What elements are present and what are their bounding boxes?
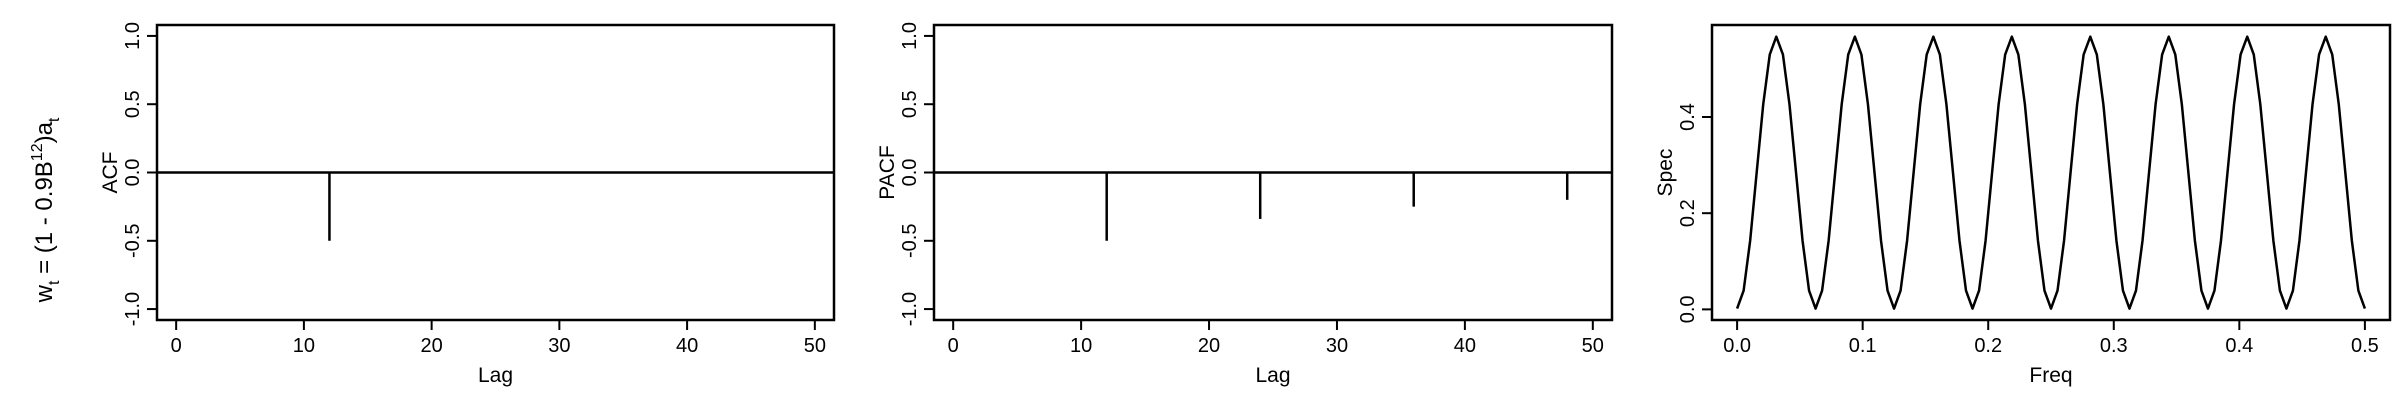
c2-x-axis: 0 10 20 30 40 50 <box>948 319 1604 357</box>
c1-x-tick-label: 0 <box>171 335 182 357</box>
c3-x-tick-label: 0.5 <box>2351 335 2379 357</box>
c1-x-tick-label: 30 <box>548 335 570 357</box>
c1-x-axis: 0 10 20 30 40 50 <box>171 319 826 357</box>
c3-x-axis: 0.0 0.1 0.2 0.3 0.4 0.5 <box>1723 319 2379 357</box>
c3-series-line-0 <box>1735 35 2367 310</box>
row-label-w: w <box>31 284 58 303</box>
c1-y-axis-title: ACF <box>99 152 122 194</box>
c3-y-tick-label: 0.4 <box>1677 103 1699 131</box>
c2-x-axis-title: Lag <box>1255 364 1290 387</box>
c3-x-tick-label: 0.2 <box>1974 335 2002 357</box>
c2-y-axis: -1.0 -0.5 0.0 0.5 1.0 <box>899 22 935 326</box>
acf-chart: 0 10 20 30 40 50 Lag -1.0 -0.5 0.0 0.5 1.0 ACF <box>99 22 836 387</box>
row-label-sub-t: t <box>46 280 63 285</box>
c1-y-axis: -1.0 -0.5 0.0 0.5 1.0 <box>122 22 158 326</box>
c2-y-tick-label: 1.0 <box>899 22 921 50</box>
c2-x-tick-label: 40 <box>1454 335 1476 357</box>
c2-x-tick-label: 50 <box>1582 335 1604 357</box>
c1-x-axis-title: Lag <box>478 364 513 387</box>
row-label-tail: )a <box>31 121 58 143</box>
c2-x-tick-label: 0 <box>948 335 959 357</box>
pacf-chart: 0 10 20 30 40 50 Lag -1.0 -0.5 0.0 0.5 1.0 PACF <box>876 22 1614 387</box>
c2-x-tick-label: 30 <box>1326 335 1348 357</box>
c3-plot-frame <box>1710 23 2392 322</box>
c1-x-tick-label: 40 <box>676 335 698 357</box>
c2-y-tick-label: 0.0 <box>899 159 921 187</box>
c1-x-tick-label: 20 <box>421 335 443 357</box>
row-label-sub-t2: t <box>46 117 63 122</box>
c3-x-tick-label: 0.1 <box>1849 335 1877 357</box>
row-label: wt = (1 - 0.9B12)at <box>29 117 63 303</box>
c2-x-tick-label: 20 <box>1198 335 1220 357</box>
c2-y-axis-title: PACF <box>876 145 899 199</box>
c1-y-tick-label: 0.0 <box>122 159 144 187</box>
c2-x-tick-label: 10 <box>1070 335 1092 357</box>
c1-y-tick-label: 0.5 <box>122 90 144 118</box>
c3-x-tick-label: 0.3 <box>2100 335 2128 357</box>
c3-x-tick-label: 0.0 <box>1723 335 1751 357</box>
c3-y-axis: 0.0 0.2 0.4 <box>1677 103 1713 323</box>
c2-y-tick-label: -0.5 <box>899 224 921 258</box>
c1-y-tick-label: -0.5 <box>122 224 144 258</box>
c3-x-tick-label: 0.4 <box>2225 335 2253 357</box>
c2-y-tick-label: -1.0 <box>899 292 921 326</box>
c1-x-tick-label: 10 <box>293 335 315 357</box>
row-label-equation: = (1 - 0.9B <box>31 161 58 280</box>
c2-y-tick-label: 0.5 <box>899 90 921 118</box>
c1-y-tick-label: 1.0 <box>122 22 144 50</box>
row-label-exponent: 12 <box>29 143 46 161</box>
c1-y-tick-label: -1.0 <box>122 292 144 326</box>
c3-y-tick-label: 0.2 <box>1677 199 1699 227</box>
c3-y-axis-title: Spec <box>1654 149 1677 197</box>
c1-x-tick-label: 50 <box>804 335 826 357</box>
c3-y-tick-label: 0.0 <box>1677 295 1699 323</box>
c3-x-axis-title: Freq <box>2029 364 2072 387</box>
